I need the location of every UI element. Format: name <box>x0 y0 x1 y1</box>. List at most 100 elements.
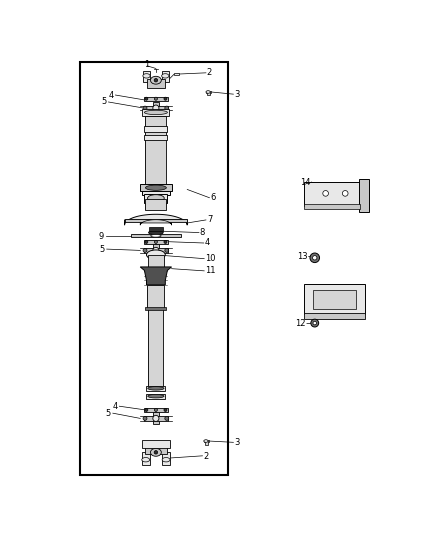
Bar <box>146 386 165 391</box>
Text: 7: 7 <box>207 215 212 224</box>
Ellipse shape <box>154 450 158 454</box>
Ellipse shape <box>311 319 319 327</box>
Ellipse shape <box>153 415 159 422</box>
Text: 2: 2 <box>206 68 211 77</box>
Text: 3: 3 <box>234 90 240 99</box>
Ellipse shape <box>164 408 167 411</box>
Ellipse shape <box>313 256 317 260</box>
Ellipse shape <box>162 74 169 78</box>
Bar <box>164 199 166 210</box>
Ellipse shape <box>145 97 148 100</box>
Text: 5: 5 <box>100 245 105 254</box>
Ellipse shape <box>154 78 158 82</box>
Ellipse shape <box>153 105 159 111</box>
Ellipse shape <box>143 106 147 110</box>
Bar <box>145 308 166 310</box>
Ellipse shape <box>143 416 147 421</box>
Bar <box>145 135 167 140</box>
Ellipse shape <box>154 97 157 100</box>
Bar <box>304 204 360 208</box>
Bar <box>145 194 167 204</box>
Ellipse shape <box>146 250 165 260</box>
Ellipse shape <box>142 457 150 462</box>
Text: 1: 1 <box>145 60 150 69</box>
Text: 4: 4 <box>109 91 114 100</box>
Ellipse shape <box>165 106 169 110</box>
Ellipse shape <box>150 448 161 456</box>
Bar <box>147 79 165 88</box>
Bar <box>145 116 166 188</box>
Bar <box>144 106 168 110</box>
Bar <box>144 97 168 101</box>
Bar <box>80 62 228 475</box>
Ellipse shape <box>164 240 167 244</box>
Ellipse shape <box>145 240 148 244</box>
Ellipse shape <box>310 253 320 263</box>
Bar <box>359 180 369 212</box>
Bar <box>145 447 167 454</box>
Polygon shape <box>140 267 172 285</box>
Text: 3: 3 <box>234 438 240 447</box>
Text: 4: 4 <box>112 402 117 411</box>
Polygon shape <box>140 220 172 225</box>
Ellipse shape <box>145 185 166 190</box>
Bar <box>153 102 159 114</box>
Ellipse shape <box>323 191 328 196</box>
Bar <box>153 413 159 424</box>
Ellipse shape <box>148 394 164 398</box>
Ellipse shape <box>150 76 161 84</box>
Bar <box>148 308 163 387</box>
Text: 4: 4 <box>205 238 210 247</box>
Ellipse shape <box>148 230 163 235</box>
Text: 14: 14 <box>300 177 311 187</box>
Bar <box>140 184 172 191</box>
Bar <box>124 219 187 222</box>
Text: 5: 5 <box>102 98 107 107</box>
Bar <box>148 309 150 387</box>
Bar <box>304 182 360 206</box>
Bar <box>304 284 365 314</box>
Bar <box>146 393 165 399</box>
Bar <box>148 255 164 268</box>
Ellipse shape <box>313 321 317 325</box>
Bar <box>143 71 150 82</box>
Ellipse shape <box>162 457 170 462</box>
Bar <box>142 440 170 448</box>
Bar <box>142 453 150 465</box>
Bar <box>162 309 163 387</box>
Bar <box>145 199 166 210</box>
Bar <box>205 441 208 445</box>
Ellipse shape <box>343 191 348 196</box>
Bar <box>142 185 170 195</box>
Ellipse shape <box>204 440 208 442</box>
Ellipse shape <box>154 408 157 411</box>
Text: 11: 11 <box>205 266 215 276</box>
Ellipse shape <box>143 74 150 78</box>
Ellipse shape <box>206 91 210 93</box>
Bar <box>145 199 148 210</box>
Text: 2: 2 <box>203 452 208 461</box>
Text: 9: 9 <box>99 231 104 240</box>
Bar <box>206 91 211 93</box>
Text: 10: 10 <box>205 254 215 263</box>
Text: 8: 8 <box>200 228 205 237</box>
Text: 5: 5 <box>106 409 111 418</box>
Bar <box>145 116 148 188</box>
Ellipse shape <box>148 195 164 201</box>
Bar <box>163 285 164 309</box>
Bar <box>147 285 164 309</box>
Bar <box>144 408 168 412</box>
Ellipse shape <box>145 408 148 411</box>
Bar <box>204 440 209 442</box>
Bar <box>162 71 169 82</box>
Bar <box>304 313 365 319</box>
Bar <box>174 73 179 76</box>
Bar <box>144 248 168 253</box>
Bar <box>164 116 166 188</box>
Ellipse shape <box>165 248 169 252</box>
Text: 6: 6 <box>210 193 215 202</box>
Ellipse shape <box>165 416 169 421</box>
Text: 13: 13 <box>297 252 308 261</box>
Ellipse shape <box>153 247 159 254</box>
Bar <box>144 240 168 244</box>
